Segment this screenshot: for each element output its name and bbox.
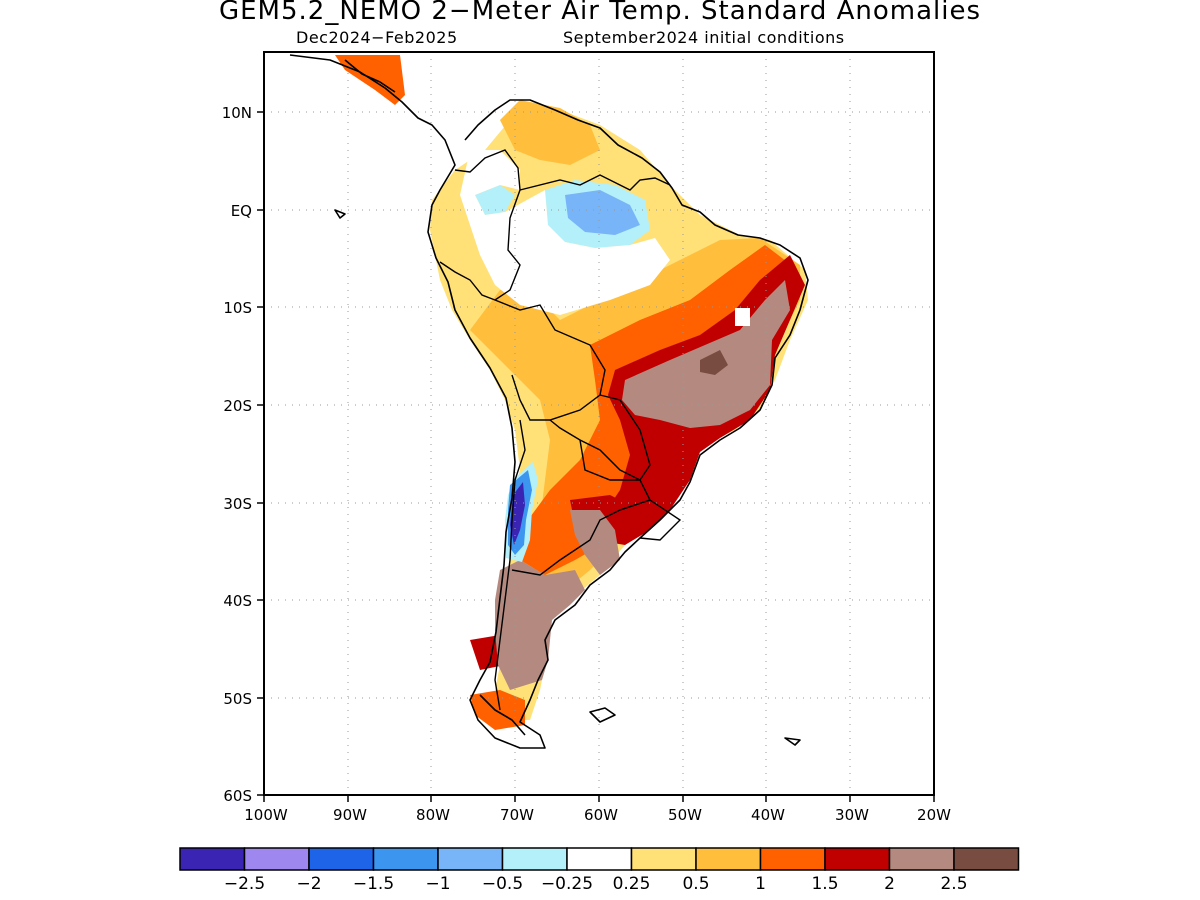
- lon-label: 40W: [751, 806, 785, 824]
- anomaly-region-mauve: [495, 560, 585, 690]
- colorbar-swatch: [501, 847, 568, 871]
- graticule: [264, 52, 934, 795]
- colorbar-swatch: [243, 847, 310, 871]
- init-conditions-subtitle: September2024 initial conditions: [563, 28, 845, 47]
- anomaly-region-mauve: [570, 510, 620, 575]
- lon-label: 100W: [244, 806, 288, 824]
- colorbar-label: −2: [296, 874, 321, 894]
- colorbar-swatch: [630, 847, 697, 871]
- colorbar-swatch: [179, 847, 246, 871]
- lat-label: 20S: [223, 397, 252, 415]
- colorbar-label: 2: [884, 874, 895, 894]
- colorbar-swatch: [695, 847, 762, 871]
- colorbar-label: 2.5: [940, 874, 967, 894]
- colorbar-swatch: [888, 847, 955, 871]
- axis-ticks: [257, 111, 935, 802]
- colorbar-swatch: [566, 847, 633, 871]
- colorbar-label: −2.5: [224, 874, 265, 894]
- colorbar: −2.5 −2 −1.5 −1 −0.5 −0.25 0.25 0.5 1 1.5 2 2.5: [179, 847, 1020, 894]
- lon-label: 60W: [584, 806, 618, 824]
- latitude-labels: 10N EQ 10S 20S 30S 40S 50S 60S: [222, 104, 252, 805]
- anomaly-region-neutral: [460, 150, 670, 315]
- colorbar-swatch: [372, 847, 439, 871]
- anomaly-region-light-orange: [500, 100, 600, 165]
- season-subtitle: Dec2024−Feb2025: [296, 28, 458, 47]
- colorbar-label: −1: [425, 874, 450, 894]
- map-title: GEM5.2_NEMO 2−Meter Air Temp. Standard A…: [218, 0, 982, 26]
- anomaly-region-mauve: [622, 280, 790, 428]
- longitude-labels: 100W 90W 80W 70W 60W 50W 40W 30W 20W: [244, 806, 951, 824]
- colorbar-swatch: [953, 847, 1020, 871]
- colorbar-swatch: [824, 847, 891, 871]
- lon-label: 30W: [835, 806, 869, 824]
- colorbar-label: −0.25: [541, 874, 593, 894]
- lat-label: 10N: [222, 104, 252, 122]
- lon-label: 80W: [416, 806, 450, 824]
- lon-label: 50W: [668, 806, 702, 824]
- colorbar-swatch: [308, 847, 375, 871]
- lat-label: 50S: [223, 690, 252, 708]
- lon-label: 20W: [917, 806, 951, 824]
- lat-label: 40S: [223, 592, 252, 610]
- country-borders: [439, 149, 682, 711]
- colorbar-label: 0.25: [613, 874, 651, 894]
- colorbar-label: 1.5: [811, 874, 838, 894]
- anomaly-gap-box: [735, 308, 750, 326]
- lat-label: 10S: [223, 299, 252, 317]
- coastlines: [289, 54, 809, 749]
- colorbar-label: 0.5: [682, 874, 709, 894]
- anomaly-region-brown: [700, 350, 728, 375]
- colorbar-label: −1.5: [353, 874, 394, 894]
- colorbar-label: −0.5: [482, 874, 523, 894]
- colorbar-label: 1: [755, 874, 766, 894]
- lat-label: 30S: [223, 495, 252, 513]
- colorbar-swatch: [437, 847, 504, 871]
- lat-label: EQ: [231, 202, 252, 220]
- anomaly-region-light-blue: [565, 190, 640, 235]
- colorbar-swatch: [759, 847, 826, 871]
- anomaly-shading: [335, 55, 808, 730]
- lat-label: 60S: [223, 787, 252, 805]
- lon-label: 90W: [333, 806, 367, 824]
- anomaly-region-pale-cyan: [475, 185, 515, 215]
- lon-label: 70W: [500, 806, 534, 824]
- anomaly-region-dark-orange: [335, 55, 405, 105]
